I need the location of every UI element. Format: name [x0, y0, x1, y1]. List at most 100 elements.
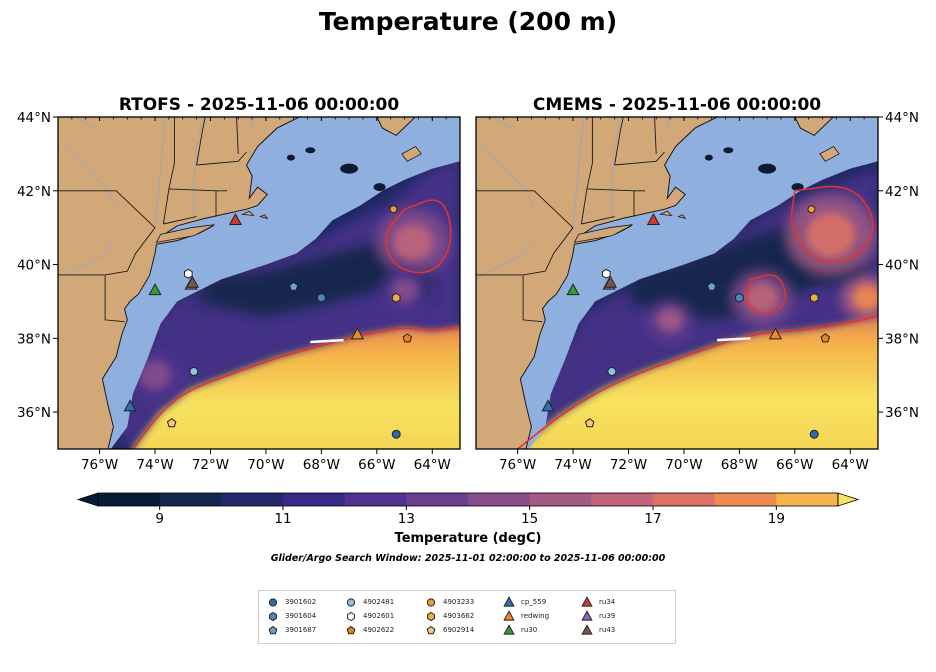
- x-tick-label: 70°W: [665, 457, 702, 473]
- y-tick-label: 40°N: [885, 258, 919, 274]
- legend-entry-4902601: 4902601: [345, 609, 394, 623]
- legend-marker: [268, 598, 278, 607]
- marker-6902914: [584, 418, 595, 428]
- x-tick-label: 76°W: [81, 457, 118, 473]
- bank-feature: [305, 147, 316, 154]
- marker-4903662: [391, 292, 401, 303]
- colorbar-frame: [97, 492, 839, 507]
- island: [240, 210, 255, 217]
- legend-column: ru34 ru39 ru43: [581, 595, 615, 637]
- y-tick-label: 42°N: [885, 184, 919, 200]
- eddy-core: [657, 308, 683, 332]
- colorbar-segment: [406, 493, 469, 506]
- marker-4902601: [184, 268, 193, 279]
- state-border: [196, 117, 206, 166]
- state-border: [196, 151, 247, 166]
- legend-symbol-icon: [503, 624, 515, 635]
- legend-entry-4902622: 4902622: [345, 623, 394, 637]
- legend-entry-cp_559: cp_559: [503, 595, 549, 609]
- colorbar-segment: [591, 493, 654, 506]
- x-tick-label: 72°W: [192, 457, 229, 473]
- search-window-text: Glider/Argo Search Window: 2025-11-01 02…: [271, 553, 666, 564]
- marker-3901604: [735, 292, 744, 303]
- legend-marker: [581, 610, 593, 621]
- legend-marker: [503, 624, 515, 635]
- legend-entry-redwing: redwing: [503, 609, 549, 623]
- legend-label: ru43: [599, 626, 616, 634]
- state-border: [126, 227, 156, 272]
- bank-feature: [723, 147, 734, 154]
- marker-ru43: [603, 275, 618, 288]
- x-tick-label: 68°W: [303, 457, 340, 473]
- bank-feature: [373, 183, 386, 192]
- coastline-land: [58, 117, 416, 449]
- marker-cp_559: [541, 399, 555, 412]
- state-border: [580, 117, 593, 225]
- colorbar-segment: [221, 493, 284, 506]
- colorbar-segment: [776, 493, 839, 506]
- legend-label: ru34: [599, 598, 616, 606]
- marker-4903662: [809, 292, 819, 303]
- legend-symbol-icon: [346, 598, 356, 607]
- legend-symbol-icon: [346, 625, 356, 635]
- legend-marker: [503, 610, 515, 621]
- marker-ru30: [148, 283, 162, 296]
- river-line: [58, 241, 114, 280]
- panel-frame: [475, 116, 879, 450]
- legend-marker: [426, 625, 436, 635]
- colorbar-extend-low: [76, 492, 99, 507]
- marker-ru30: [566, 283, 580, 296]
- figure-title: Temperature (200 m): [319, 7, 617, 36]
- bank-feature: [758, 163, 777, 174]
- isotherm-line: [517, 315, 878, 449]
- legend-marker: [346, 598, 356, 607]
- y-tick-label: 42°N: [17, 184, 51, 200]
- marker-4902622: [402, 333, 413, 343]
- colorbar-extend-high: [837, 492, 860, 507]
- legend-marker: [581, 596, 593, 607]
- legend-symbol-icon: [426, 598, 436, 607]
- marker-4902481: [607, 367, 617, 377]
- marker-4902622: [820, 333, 831, 343]
- legend-entry-4902481: 4902481: [345, 595, 394, 609]
- eddy-core: [744, 282, 779, 313]
- panel-frame: [57, 116, 461, 450]
- river-line: [476, 241, 532, 280]
- state-border: [476, 190, 574, 229]
- colorbar-segment: [98, 493, 161, 506]
- legend-label: 3901604: [285, 612, 317, 620]
- legend-label: 4902622: [363, 626, 395, 634]
- marker-cp_559: [123, 399, 137, 412]
- gap-segment: [310, 338, 344, 344]
- legend-label: 3901687: [285, 626, 317, 634]
- y-tick-label: 40°N: [17, 258, 51, 274]
- coastline-land: [476, 117, 834, 449]
- river-line: [193, 117, 204, 217]
- isotherm-line: [132, 326, 460, 449]
- colorbar-tick-label: 9: [155, 511, 164, 527]
- state-border: [544, 227, 574, 272]
- marker-3901602: [391, 429, 401, 439]
- legend-label: 4902481: [363, 598, 395, 606]
- state-border: [581, 216, 615, 225]
- colorbar-tick-label: 13: [398, 511, 415, 527]
- map-body-cmems: [476, 117, 878, 449]
- y-tick-label: 36°N: [885, 405, 919, 421]
- colorbar-segment: [529, 493, 592, 506]
- eddy-core: [853, 285, 878, 310]
- state-border: [162, 117, 175, 225]
- legend-label: ru30: [521, 626, 538, 634]
- x-tick-label: 68°W: [721, 457, 758, 473]
- marker-redwing: [768, 327, 783, 340]
- legend-label: 4902601: [363, 612, 395, 620]
- panel-title-rtofs: RTOFS - 2025-11-06 00:00:00: [119, 95, 400, 115]
- colorbar-label: Temperature (degC): [395, 531, 542, 546]
- legend-entry-4903662: 4903662: [425, 609, 474, 623]
- river-line: [248, 117, 255, 129]
- legend-column: cp_559 redwing ru30: [503, 595, 549, 637]
- island: [658, 210, 673, 217]
- legend-symbol-icon: [347, 611, 355, 622]
- legend-marker: [346, 625, 356, 635]
- river-line: [611, 117, 622, 217]
